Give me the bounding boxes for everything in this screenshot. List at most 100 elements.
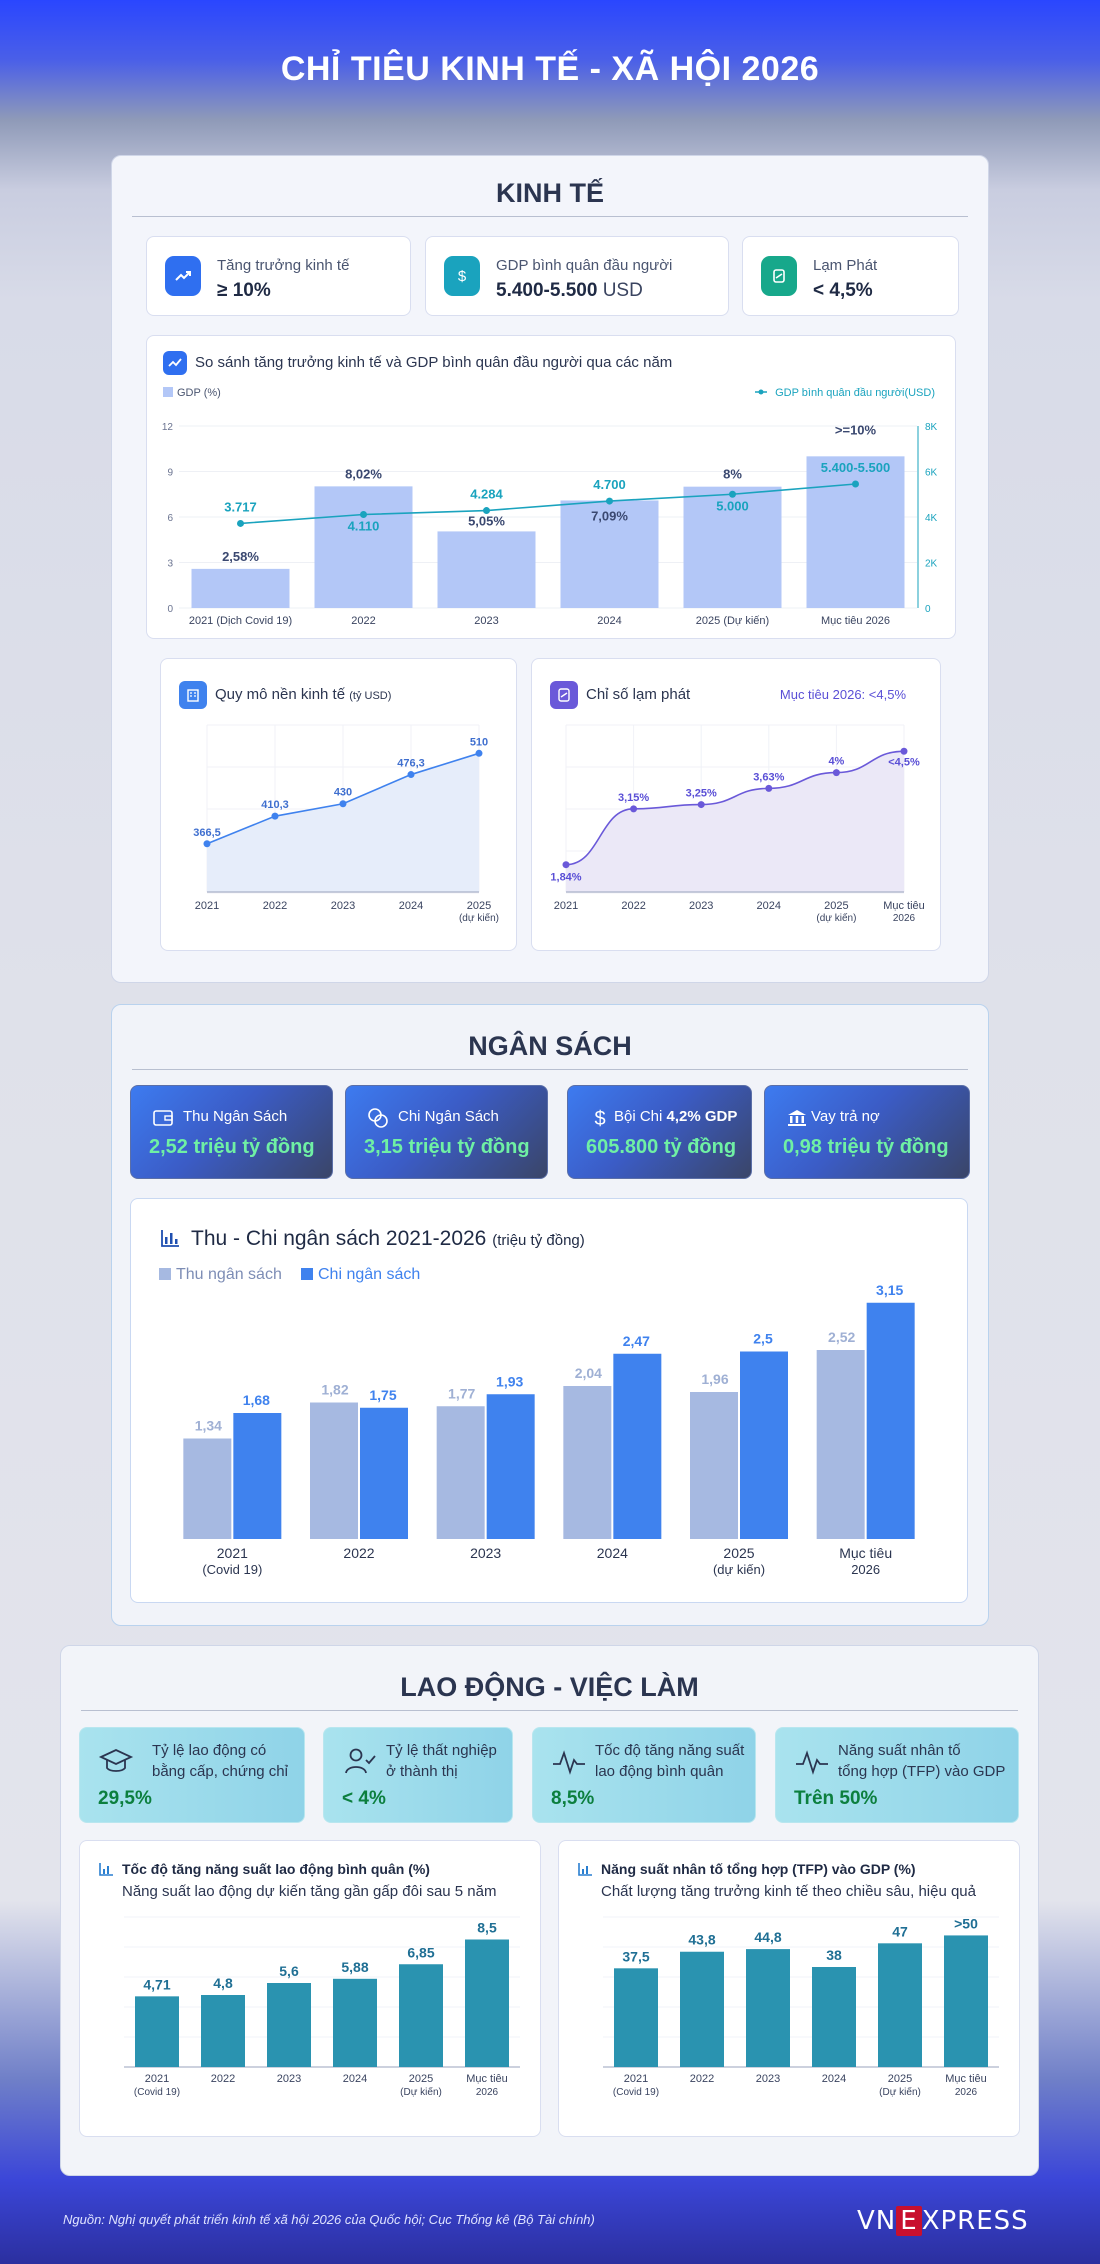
gdp-bar xyxy=(437,531,536,608)
gdp-per-capita-value: 5.400-5.500 xyxy=(496,280,598,301)
vnexpress-logo[interactable]: VN E XPRESS xyxy=(857,2206,1029,2236)
x-tick-sublabel: 2026 xyxy=(851,1562,880,1577)
data-point xyxy=(832,769,840,777)
area-fill xyxy=(566,751,904,892)
y-right-tick-label: 2K xyxy=(925,559,938,570)
x-tick-sublabel: (dự kiến) xyxy=(816,912,856,924)
unemployment-label-2: ở thành thị xyxy=(386,1763,458,1780)
x-tick-label: 2023 xyxy=(474,615,498,627)
productivity-card: Tốc độ tăng năng suất lao động bình quân … xyxy=(532,1727,756,1823)
logo-right: XPRESS xyxy=(921,2206,1029,2236)
unemployment-label-1: Tỷ lệ thất nghiệp xyxy=(386,1742,497,1759)
qualified-labor-label-1: Tỷ lệ lao động có xyxy=(152,1742,267,1759)
svg-text:$: $ xyxy=(458,268,467,285)
gdp-bar xyxy=(806,456,905,608)
x-tick-label: 2025 xyxy=(888,2073,912,2085)
qualified-labor-value: 29,5% xyxy=(98,1788,152,1809)
tfp-card: Năng suất nhân tố tổng hợp (TFP) vào GDP … xyxy=(775,1727,1019,1823)
x-tick-label: 2021 xyxy=(145,2073,169,2085)
chi-bar xyxy=(740,1351,788,1539)
productivity-label-1: Tốc độ tăng năng suất xyxy=(595,1742,745,1759)
chi-data-label: 1,75 xyxy=(369,1387,396,1403)
legend-gdp-swatch xyxy=(163,387,173,397)
data-bar xyxy=(267,1983,311,2067)
bank-icon xyxy=(788,1110,806,1126)
labor-productivity-chart-card: Tốc độ tăng năng suất lao động bình quân… xyxy=(79,1840,541,2137)
productivity-value: 8,5% xyxy=(551,1788,595,1809)
tfp-label-2: tổng hợp (TFP) vào GDP xyxy=(838,1763,1006,1780)
x-tick-label: 2023 xyxy=(756,2073,780,2085)
legend-chi-swatch xyxy=(301,1268,313,1280)
data-label: 37,5 xyxy=(622,1948,649,1964)
x-tick-sublabel: (Dự kiến) xyxy=(400,2086,442,2098)
data-point xyxy=(203,840,211,848)
inflation-target-label: Mục tiêu 2026: <4,5% xyxy=(779,687,906,702)
thu-data-label: 1,77 xyxy=(448,1385,475,1401)
x-tick-label: 2023 xyxy=(331,900,355,912)
x-tick-label: 2021 (Dịch Covid 19) xyxy=(189,615,292,627)
data-bar xyxy=(333,1978,377,2067)
gdp-per-capita-unit: USD xyxy=(602,280,643,301)
budget-chart: Thu ngân sách Chi ngân sách 1,34 1,68 2021(C… xyxy=(159,1266,915,1577)
chi-bar xyxy=(866,1302,915,1539)
y-left-tick-label: 9 xyxy=(167,468,173,479)
data-bar xyxy=(465,1939,509,2067)
gdp-compare-card: So sánh tăng trưởng kinh tế và GDP bình … xyxy=(146,335,956,639)
x-tick-label: 2025 xyxy=(723,1545,754,1561)
data-point xyxy=(900,747,908,755)
gdppc-data-label: 5.000 xyxy=(716,498,749,513)
gdp-bar xyxy=(191,568,290,608)
y-left-tick-label: 12 xyxy=(162,422,174,433)
thu-bar xyxy=(310,1402,358,1539)
bar-chart-icon xyxy=(161,1230,179,1247)
gdp-data-label: 2,58% xyxy=(222,549,259,564)
data-label: 5,6 xyxy=(279,1963,299,1979)
thu-bar xyxy=(816,1350,865,1539)
x-tick-label: 2024 xyxy=(597,1545,628,1561)
deficit-label-bold: 4,2% GDP xyxy=(666,1108,738,1125)
x-tick-label: 2021 xyxy=(195,900,219,912)
thu-bar xyxy=(690,1392,738,1539)
economy-scale-chart: 366,5 2021 410,3 2022 430 2023 476,3 2024 510 202… xyxy=(193,724,499,924)
x-tick-label: 2025 (Dự kiến) xyxy=(696,615,769,627)
pulse-icon xyxy=(796,1750,828,1775)
gdppc-point xyxy=(483,507,490,515)
gdp-data-label: 8% xyxy=(723,467,742,482)
x-tick-label: 2022 xyxy=(351,615,375,627)
labor-productivity-subtitle: Năng suất lao động dự kiến tăng gần gấp … xyxy=(122,1883,497,1900)
data-point xyxy=(562,861,570,869)
gdp-data-label: 8,02% xyxy=(345,466,382,481)
y-right-tick-label: 0 xyxy=(925,604,931,615)
legend-gdp-label: GDP (%) xyxy=(177,387,221,399)
x-tick-label: 2025 xyxy=(824,900,848,912)
x-tick-label: 2024 xyxy=(822,2073,846,2085)
logo-left: VN xyxy=(857,2206,897,2236)
chi-data-label: 2,47 xyxy=(623,1333,650,1349)
x-tick-label: 2025 xyxy=(409,2073,433,2085)
y-left-tick-label: 3 xyxy=(167,559,173,570)
data-label: 3,15% xyxy=(618,792,649,804)
deficit-label-wrap: Bội Chi 4,2% GDP xyxy=(614,1108,737,1125)
pulse-icon xyxy=(553,1750,585,1775)
x-tick-sublabel: (Covid 19) xyxy=(134,2087,180,2098)
x-tick-label: Mục tiêu xyxy=(945,2073,987,2085)
data-bar xyxy=(944,1935,988,2067)
data-bar xyxy=(399,1964,443,2067)
tfp-value: Trên 50% xyxy=(794,1788,878,1809)
legend-thu-label: Thu ngân sách xyxy=(176,1266,282,1283)
productivity-label: Tốc độ tăng năng suất lao động bình quân xyxy=(595,1740,744,1782)
legend-gdppc-label: GDP bình quân đầu người(USD) xyxy=(775,387,935,399)
gdp-bar xyxy=(314,486,413,608)
data-point xyxy=(475,749,483,757)
gdppc-data-label: 5.400-5.500 xyxy=(821,460,890,475)
economy-scale-title-wrap: Quy mô nền kinh tế (tỷ USD) xyxy=(215,686,391,703)
thu-data-label: 1,34 xyxy=(195,1418,222,1434)
data-bar xyxy=(878,1943,922,2067)
x-tick-sublabel: (Covid 19) xyxy=(202,1562,262,1577)
tfp-chart-title: Năng suất nhân tố tổng hợp (TFP) vào GDP… xyxy=(601,1861,916,1877)
data-label: 4,8 xyxy=(213,1975,233,1991)
x-tick-label: 2023 xyxy=(277,2073,301,2085)
deficit-value: 605.800 tỷ đồng xyxy=(586,1136,737,1158)
gdp-bar xyxy=(683,486,782,608)
deficit-card: $ Bội Chi 4,2% GDP 605.800 tỷ đồng xyxy=(567,1085,752,1179)
